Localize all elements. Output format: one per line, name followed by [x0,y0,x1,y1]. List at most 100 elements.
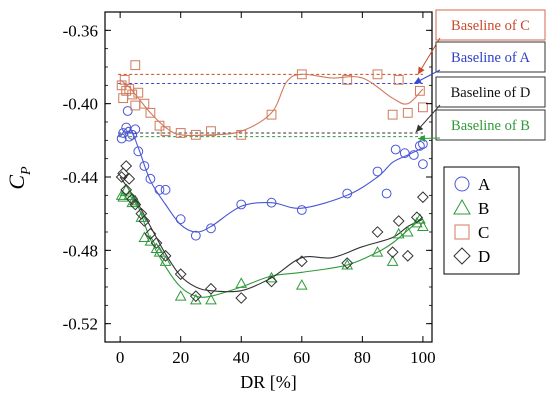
point-d [120,160,133,172]
point-b [401,225,414,237]
point-b [174,290,187,301]
point-c [296,69,307,80]
legend-label-b: B [478,199,489,218]
point-b [265,271,278,283]
point-a [266,197,277,208]
point-c [127,89,138,100]
point-d [138,215,151,227]
point-a [154,184,165,195]
data-points [115,60,429,305]
point-d [371,226,384,238]
point-a [190,230,201,241]
x-tick-label: 100 [410,348,436,367]
point-a [418,159,428,170]
point-a [372,166,383,177]
point-b [371,246,384,257]
point-b [411,216,423,228]
point-c [130,60,141,71]
point-c [418,102,428,113]
point-b [295,279,308,290]
point-d [174,268,187,281]
point-b [129,194,142,206]
point-b [386,255,399,266]
annotation-box-d [435,76,546,108]
point-c [387,109,398,120]
point-a [124,131,135,142]
annotation-arrowhead-c [418,66,425,75]
point-d [410,211,423,224]
point-a [118,128,129,138]
point-c [130,100,141,111]
y-axis-label-main: C [4,175,29,190]
point-a [414,140,425,151]
point-c [414,85,425,96]
point-d [401,249,414,262]
point-d [150,237,163,249]
point-b [120,183,133,195]
trend-line-c [119,73,424,137]
point-a [160,184,171,195]
annotation-box-a [435,41,546,73]
x-axis-label: DR [%] [240,372,297,392]
annotation-label-c: Baseline of C [451,18,530,34]
x-tick-label: 0 [116,348,125,367]
annotation-box-c [435,9,546,41]
point-a [145,173,156,184]
point-c [175,128,186,138]
point-c [190,129,201,140]
point-b [414,213,426,224]
annotation-arrowhead-a [414,77,422,84]
point-d [144,227,157,240]
point-d [120,183,133,196]
point-d [205,282,217,295]
point-a [121,122,132,133]
point-b [205,293,217,305]
point-d [341,257,354,270]
point-d [159,249,172,262]
point-d [417,191,429,204]
legend-item-c: C [454,223,489,242]
point-d [235,292,248,304]
point-a [116,133,127,144]
legend-marker-a [454,176,470,192]
point-b [392,227,405,239]
legend-label-a: A [478,175,491,194]
point-d [386,246,399,259]
annotation-label-b: Baseline of B [451,118,530,134]
annotation-arrowhead-b [418,134,426,142]
x-tick-label: 40 [233,348,250,367]
point-a [296,205,307,215]
y-axis-label-sub: P [19,166,34,176]
point-c [160,126,171,137]
legend-marker-c [454,224,470,240]
point-a [236,199,247,210]
point-c [342,74,353,85]
point-a [122,106,133,116]
point-d [115,171,128,183]
point-c [133,87,144,98]
y-tick-label: -0.52 [63,315,98,334]
point-c [402,107,413,118]
point-b [159,255,172,266]
legend-item-b: B [453,198,489,218]
point-c [139,98,150,109]
legend-label-d: D [478,247,490,266]
x-tick-label: 60 [293,348,310,367]
point-d [117,167,130,180]
point-c [121,85,132,96]
point-b [138,231,151,242]
legend-label-c: C [478,223,489,242]
annotation-arrowhead-d [416,124,424,132]
point-a [133,146,144,157]
point-d [295,255,308,268]
point-b [417,220,429,231]
point-c [154,120,165,131]
legend-item-d: D [453,247,490,266]
annotation-box-b [435,109,546,141]
trend-line-a [119,126,424,233]
point-d [129,198,142,211]
point-a [381,188,392,199]
point-c [236,129,247,140]
x-tick-label: 80 [354,348,371,367]
